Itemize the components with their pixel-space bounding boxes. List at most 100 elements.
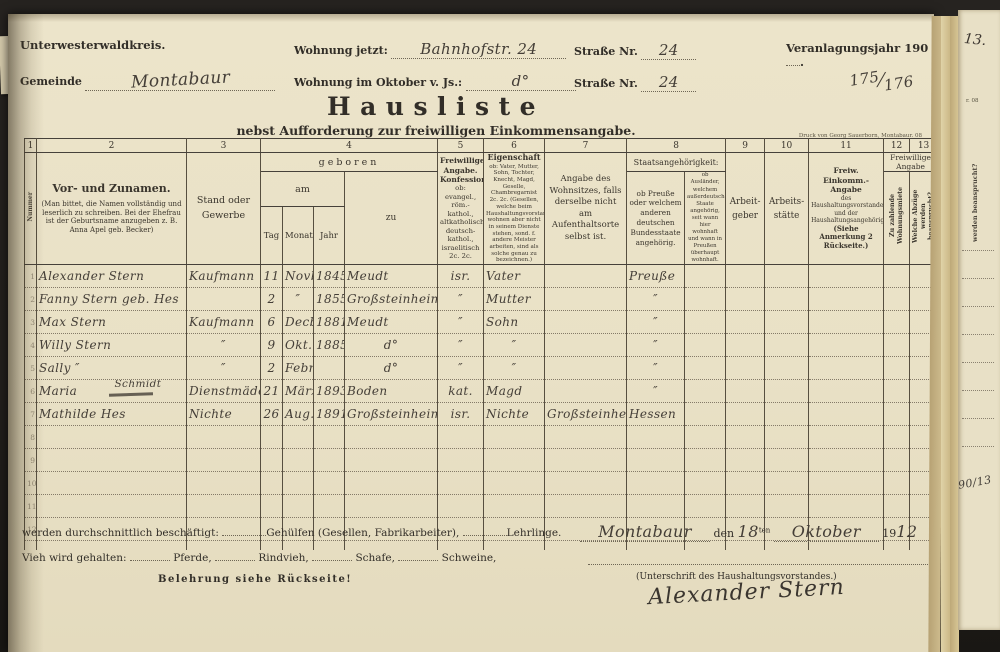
- wohnung-oktober-line: Wohnung im Oktober v. Js.: d°: [294, 72, 576, 91]
- hausliste-page: Unterwesterwaldkreis. Gemeinde Montabaur…: [8, 14, 939, 652]
- cell-num: 2: [24, 287, 37, 312]
- tick-cell: [764, 540, 810, 551]
- cell-staat: ″: [626, 379, 686, 404]
- cell-ort: Großsteinheim: [343, 287, 439, 312]
- tick-cell: [282, 540, 314, 551]
- cell-tag: 2: [260, 287, 283, 312]
- cell-num: 7: [24, 402, 37, 427]
- cell-jahr: [313, 494, 345, 519]
- cell-ort: [343, 448, 439, 473]
- cell-num: 1: [24, 264, 37, 289]
- cell-eig: Nichte: [483, 402, 546, 427]
- tick-cell: [36, 540, 187, 551]
- cell-jahr: 1855: [313, 287, 345, 312]
- cell-konf: [437, 425, 485, 450]
- cell-einkommen: [808, 310, 885, 335]
- district-label: Unterwesterwaldkreis.: [20, 38, 166, 52]
- cell-name: [36, 471, 187, 496]
- cell-einkommen: [808, 287, 885, 312]
- cell-konf: [437, 471, 485, 496]
- header-names: Vor- und Zunamen. (Man bittet, die Namen…: [36, 151, 187, 266]
- cell-ort: [343, 425, 439, 450]
- cell-einkommen: [808, 448, 885, 473]
- cell-wohnsitz: [544, 425, 628, 450]
- table-row: 9: [24, 448, 939, 473]
- wohnung-jetzt-value: Bahnhofstr. 24: [391, 40, 567, 59]
- cell-ort: d°: [343, 356, 439, 381]
- header-geboren: geboren: [259, 152, 439, 172]
- cell-stand: Dienstmädch.: [186, 379, 261, 404]
- cell-arbeitgeber: [725, 333, 766, 358]
- cell-miete: [883, 471, 911, 496]
- ort-value: Montabaur: [580, 522, 710, 542]
- cell-eig: Mutter: [483, 287, 546, 312]
- cell-konf: kat.: [437, 379, 485, 404]
- tick-cell: [343, 540, 439, 551]
- page-title: Hausliste: [326, 92, 546, 121]
- header-am: am: [260, 170, 345, 208]
- vieh-blank-4: [398, 551, 439, 561]
- cell-tag: 2: [260, 356, 283, 381]
- header-arbeitgeber: Arbeit-geber: [725, 151, 766, 266]
- cell-wohnsitz: [544, 471, 628, 496]
- cell-tag: 26: [260, 402, 283, 427]
- strasse-line-1: Straße Nr. 24: [574, 41, 697, 60]
- cell-name: Willy Stern: [36, 333, 187, 358]
- cell-staat: [626, 471, 686, 496]
- cell-miete: [883, 425, 911, 450]
- header-staat-auslaender: ob Ausländer, welchem außerdeutschen Sta…: [684, 170, 727, 266]
- cell-num: 9: [24, 448, 37, 473]
- cell-staat2: [684, 402, 727, 427]
- cell-konf: [437, 448, 485, 473]
- colnum-11: 11: [808, 138, 885, 153]
- cell-miete: [883, 264, 911, 289]
- cell-miete: [883, 287, 911, 312]
- cell-num: 12: [24, 517, 37, 542]
- cell-num: 5: [24, 356, 37, 381]
- cell-tag: 9: [260, 333, 283, 358]
- cell-wohnsitz: [544, 379, 628, 404]
- cell-ort: [343, 494, 439, 519]
- cell-konf: [437, 494, 485, 519]
- cell-wohnsitz: Großsteinheim: [544, 402, 628, 427]
- cell-monat: März: [282, 379, 314, 404]
- cell-staat2: [684, 287, 727, 312]
- cell-einkommen: [808, 494, 885, 519]
- day-value: 18: [737, 522, 759, 541]
- hausliste-table: 1 2 3 4 5 6 7 8 9 10 11 12 13 Nummer: [24, 138, 939, 551]
- cell-num: 3: [24, 310, 37, 335]
- cell-staat: Hessen: [626, 402, 686, 427]
- colnum-5: 5: [437, 138, 485, 153]
- colnum-3: 3: [186, 138, 261, 153]
- edge-print-fragment: r. 08: [966, 98, 979, 104]
- cell-einkommen: [808, 402, 885, 427]
- cell-tag: 21: [260, 379, 283, 404]
- cell-staat: ″: [626, 356, 686, 381]
- tick-cell: [883, 540, 911, 551]
- gemeinde-value: Montabaur: [85, 67, 276, 93]
- tick-cell: [684, 540, 727, 551]
- cell-einkommen: [808, 356, 885, 381]
- header-tag: Tag: [260, 206, 283, 266]
- colnum-10: 10: [764, 138, 810, 153]
- header-miete: Zu zahlende Wohnungsmiete: [883, 170, 911, 266]
- tick-cell: [313, 540, 345, 551]
- cell-jahr: [313, 425, 345, 450]
- colnum-1: 1: [24, 138, 37, 153]
- cell-monat: [282, 494, 314, 519]
- cell-wohnsitz: [544, 356, 628, 381]
- cell-jahr: 1893: [313, 379, 345, 404]
- page-subtitle: nebst Aufforderung zur freiwilligen Eink…: [236, 123, 636, 138]
- cell-staat: ″: [626, 333, 686, 358]
- cell-eig: [483, 494, 546, 519]
- colnum-12: 12: [883, 138, 911, 153]
- employed-line: werden durchschnittlich beschäftigt: Geh…: [22, 527, 562, 539]
- cell-monat: Novbr: [282, 264, 314, 289]
- header-stand: Stand oder Gewerbe: [186, 151, 261, 266]
- cell-eig: [483, 425, 546, 450]
- header-arbeitsstaette: Arbeits-stätte: [764, 151, 810, 266]
- cell-einkommen: [808, 471, 885, 496]
- cell-name: Maria Schmidt: [36, 379, 187, 404]
- cell-staat: ″: [626, 310, 686, 335]
